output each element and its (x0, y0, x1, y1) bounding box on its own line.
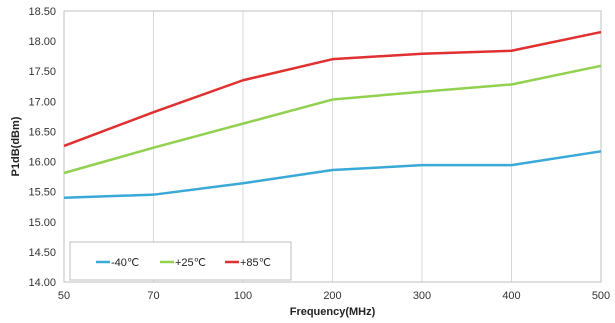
y-axis-ticks: 14.00 14.50 15.00 15.50 16.00 16.50 17.00 17.50… (28, 6, 56, 289)
y-axis-title: P1dB(dBm) (10, 116, 22, 176)
y-tick-label: 14.00 (28, 277, 56, 289)
y-tick-label: 17.50 (28, 66, 56, 78)
y-tick-label: 16.50 (28, 126, 56, 138)
y-tick-label: 17.00 (28, 96, 56, 108)
x-tick-label: 100 (234, 290, 252, 302)
y-tick-label: 15.00 (28, 217, 56, 229)
x-tick-label: 300 (413, 290, 431, 302)
y-tick-label: 18.00 (28, 36, 56, 48)
x-tick-label: 400 (502, 290, 520, 302)
y-tick-label: 16.00 (28, 157, 56, 169)
series-line (63, 30, 602, 148)
y-tick-label: 18.50 (28, 6, 56, 18)
x-axis-title: Frequency(MHz) (290, 306, 376, 318)
y-tick-label: 14.50 (28, 247, 56, 259)
legend: -40℃ +25℃ +85℃ (69, 241, 292, 281)
series-lines (63, 30, 602, 199)
y-tick-label: 15.50 (28, 187, 56, 199)
gridlines (153, 11, 512, 282)
legend-label: -40℃ (111, 257, 139, 269)
legend-label: +85℃ (240, 257, 271, 269)
x-tick-label: 200 (323, 290, 341, 302)
plot-area-border (63, 10, 602, 283)
legend-label: +25℃ (175, 257, 206, 269)
x-tick-label: 50 (58, 290, 70, 302)
series-line (63, 150, 602, 199)
x-axis-ticks: 50 70 100 200 300 400 500 (58, 290, 610, 302)
series-line (63, 64, 602, 175)
x-tick-label: 70 (147, 290, 159, 302)
x-tick-label: 500 (592, 290, 610, 302)
